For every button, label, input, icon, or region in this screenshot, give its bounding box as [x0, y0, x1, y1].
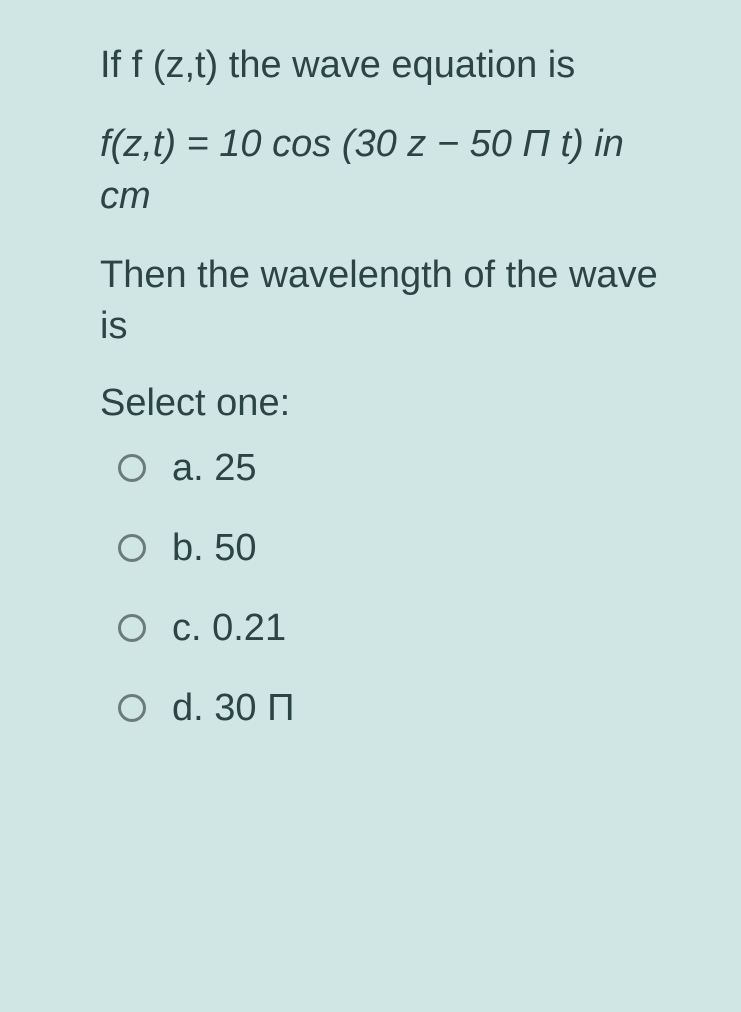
- option-c[interactable]: c. 0.21: [118, 609, 681, 647]
- option-d[interactable]: d. 30 Π: [118, 689, 681, 727]
- option-label: a. 25: [172, 449, 257, 487]
- option-label: d. 30 Π: [172, 689, 295, 727]
- question-equation: f(z,t) = 10 cos (30 z − 50 Π t) in cm: [100, 119, 681, 222]
- radio-icon[interactable]: [118, 534, 146, 562]
- equation-text: f(z,t) = 10 cos (30 z − 50 Π t) in cm: [100, 123, 624, 216]
- radio-icon[interactable]: [118, 454, 146, 482]
- question-text-block: If f (z,t) the wave equation is f(z,t) =…: [100, 40, 681, 352]
- option-label: b. 50: [172, 529, 257, 567]
- option-b[interactable]: b. 50: [118, 529, 681, 567]
- radio-icon[interactable]: [118, 694, 146, 722]
- question-intro: If f (z,t) the wave equation is: [100, 40, 681, 91]
- radio-icon[interactable]: [118, 614, 146, 642]
- option-label: c. 0.21: [172, 609, 286, 647]
- question-card: If f (z,t) the wave equation is f(z,t) =…: [0, 0, 741, 1012]
- select-one-label: Select one:: [100, 382, 681, 425]
- question-followup: Then the wavelength of the wave is: [100, 250, 681, 353]
- option-a[interactable]: a. 25: [118, 449, 681, 487]
- options-list: a. 25 b. 50 c. 0.21 d. 30 Π: [100, 449, 681, 727]
